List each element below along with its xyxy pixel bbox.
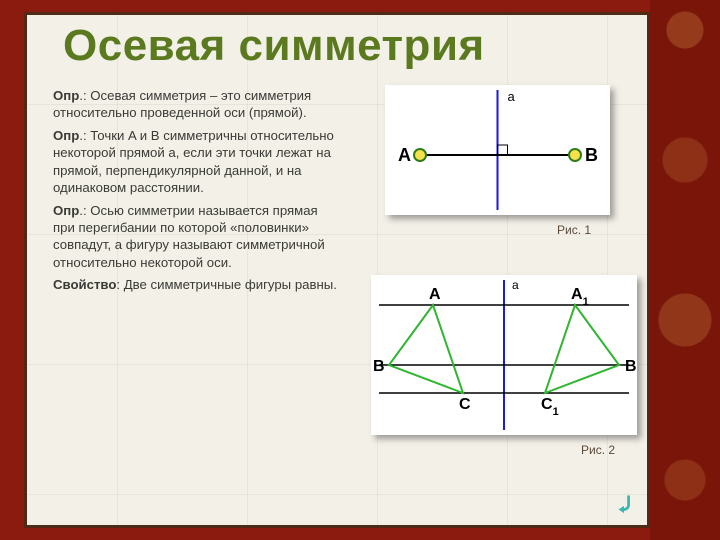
figure-1-caption: Рис. 1	[557, 223, 591, 237]
svg-text:B1: B1	[625, 358, 637, 380]
text-column: Опр.: Осевая симметрия – это симметрия о…	[53, 87, 343, 299]
svg-text:C1: C1	[541, 396, 559, 418]
svg-text:B: B	[373, 358, 385, 375]
page-title: Осевая симметрия	[63, 21, 485, 71]
figure-2-caption: Рис. 2	[581, 443, 615, 457]
figure-2: aABCA1B1C1	[371, 275, 637, 435]
svg-text:a: a	[512, 278, 519, 292]
svg-text:a: a	[508, 89, 516, 104]
back-arrow-button[interactable]	[613, 493, 635, 515]
definition-3: Опр.: Осью симметрии называется прямая п…	[53, 202, 343, 272]
definition-1: Опр.: Осевая симметрия – это симметрия о…	[53, 87, 343, 122]
slide-frame: Осевая симметрия Опр.: Осевая симметрия …	[24, 12, 650, 528]
property-1: Свойство: Две симметричные фигуры равны.	[53, 276, 343, 293]
decorative-strip	[650, 0, 720, 540]
svg-text:B: B	[585, 145, 598, 165]
svg-text:A: A	[398, 145, 411, 165]
definition-2: Опр.: Точки A и B симметричны относитель…	[53, 127, 343, 197]
svg-text:A: A	[429, 286, 441, 303]
figure-1: a A B	[385, 85, 610, 215]
svg-text:C: C	[459, 396, 471, 413]
